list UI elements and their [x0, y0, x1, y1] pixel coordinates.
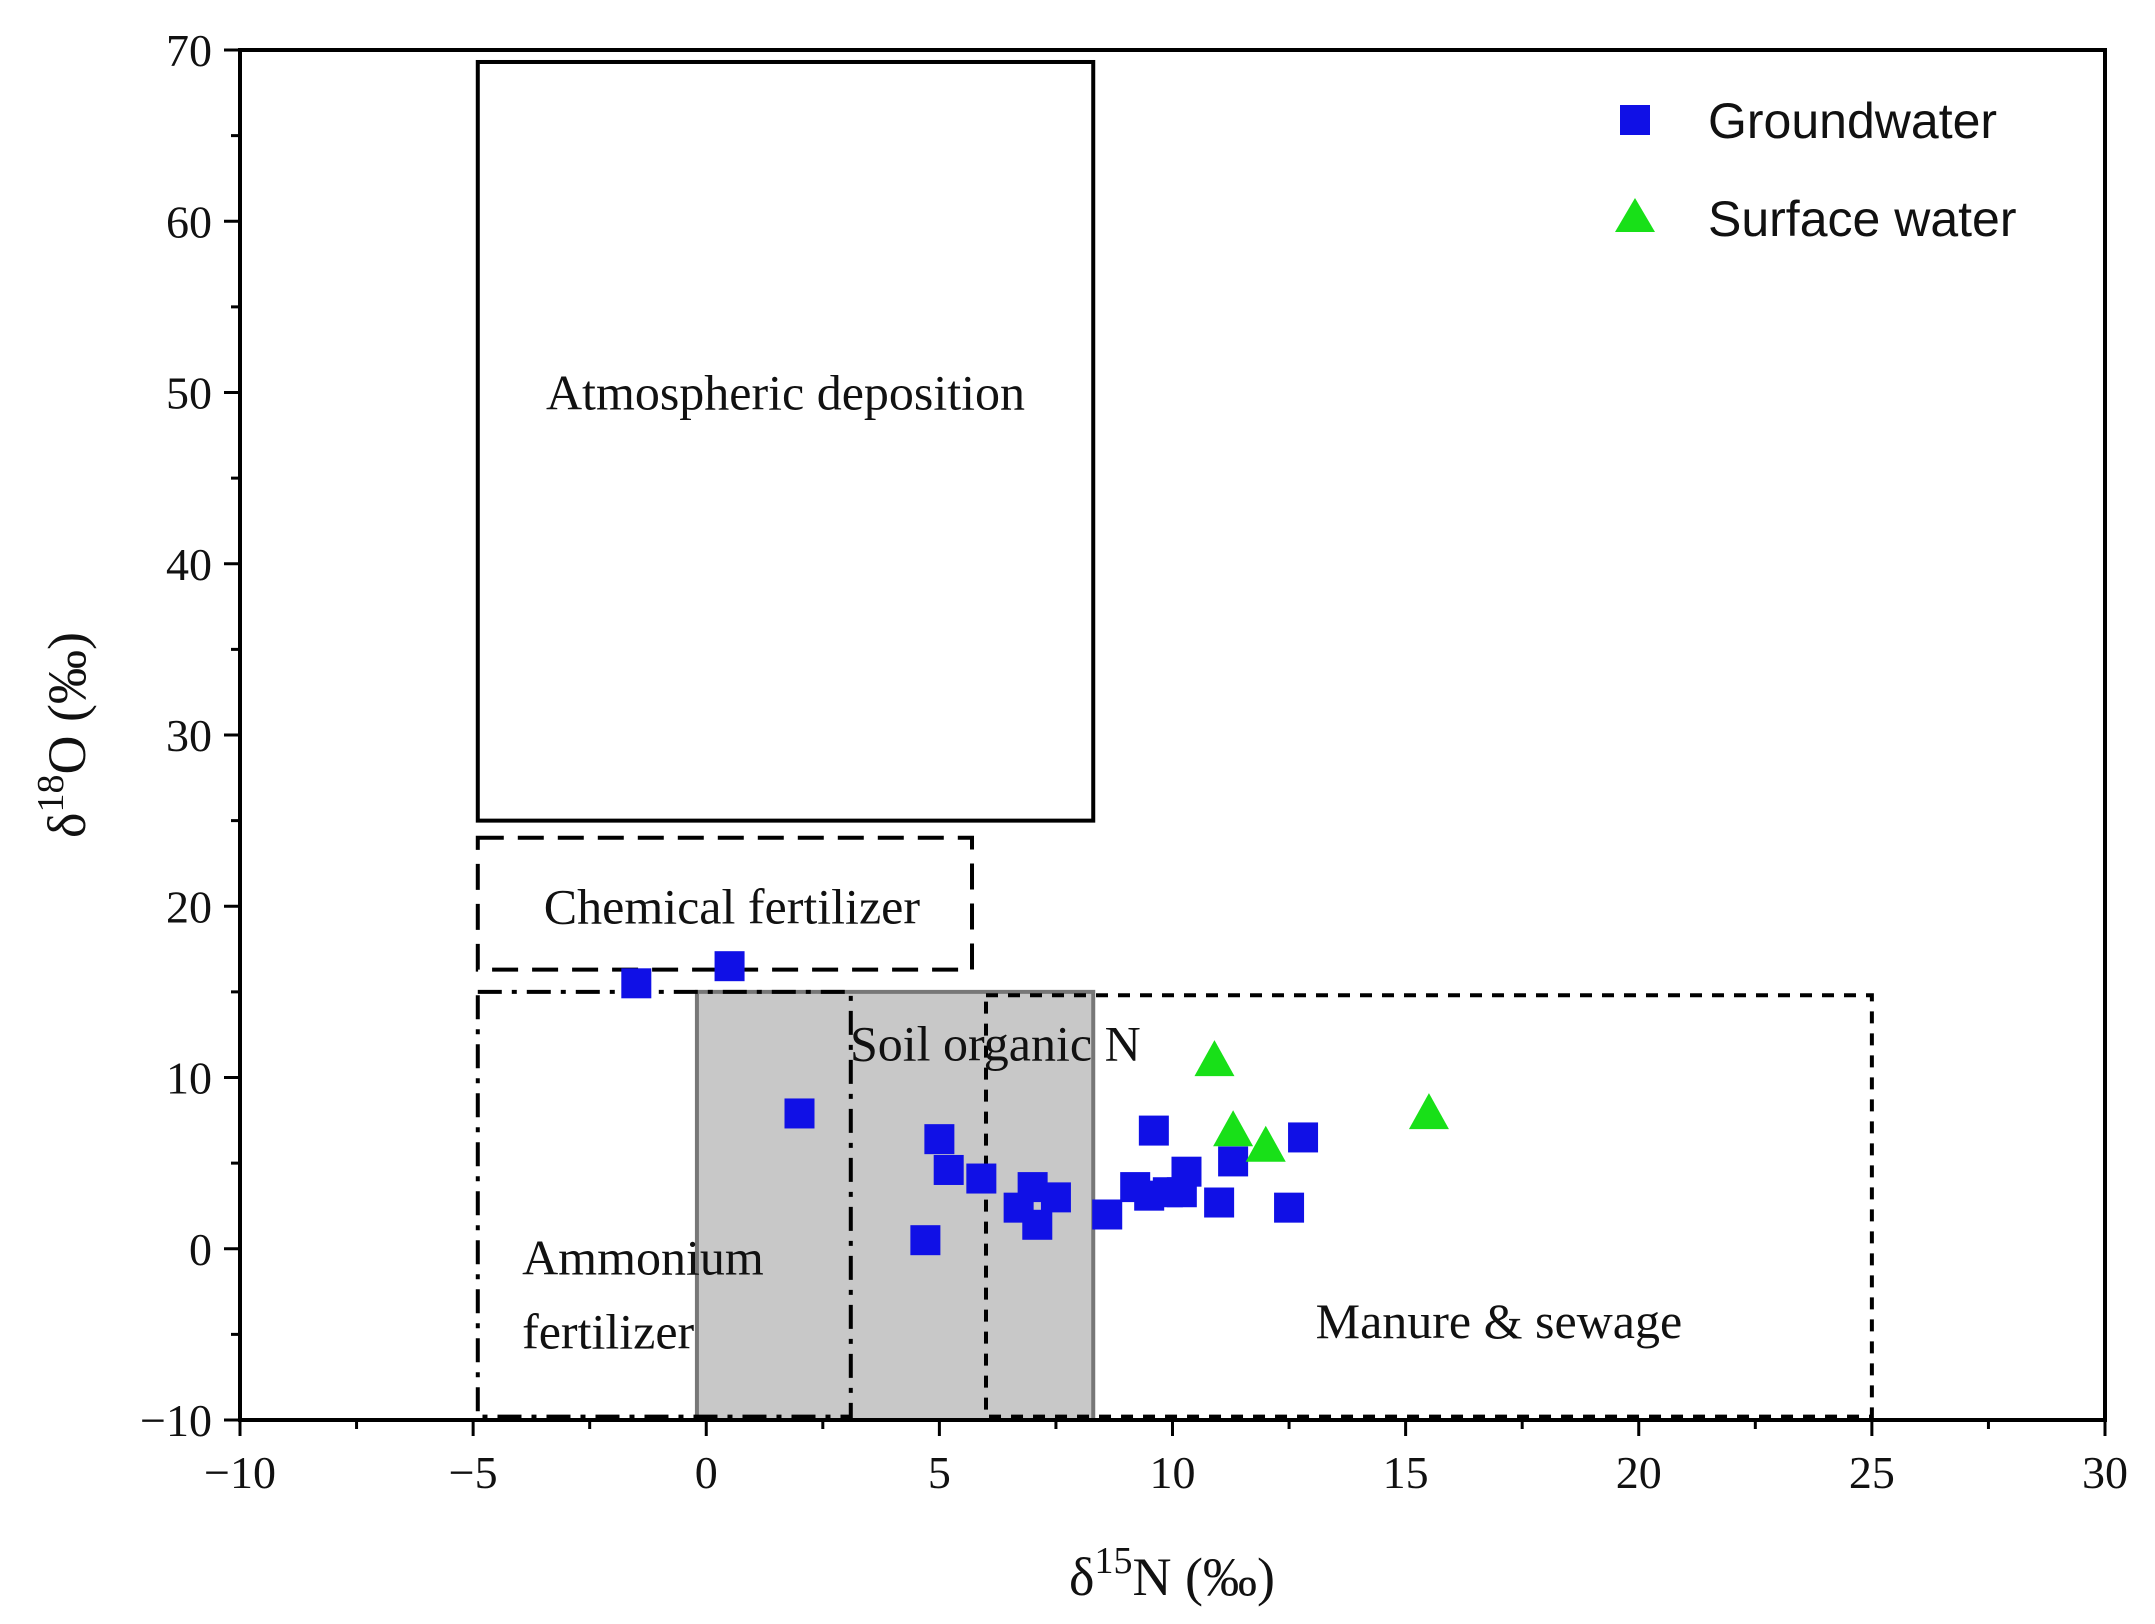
groundwater-point — [784, 1098, 815, 1129]
region-label-line: Soil organic N — [850, 1015, 1141, 1071]
x-tick-label: −10 — [204, 1447, 276, 1498]
groundwater-point — [1204, 1187, 1235, 1218]
legend-marker-surface-water — [1615, 198, 1655, 232]
y-tick-label: 50 — [166, 368, 212, 419]
source-region-labels: Soil organic N Atmospheric deposition Chem… — [522, 365, 1682, 1360]
region-ammonium-fertilizer — [475, 989, 853, 1419]
x-tick-label: −5 — [449, 1447, 498, 1498]
y-tick-label: 60 — [166, 196, 212, 247]
groundwater-point — [1092, 1199, 1123, 1230]
x-tick-label: 25 — [1849, 1447, 1895, 1498]
region-label-ammonium-fertilizer: Ammonium fertilizer — [522, 1229, 764, 1359]
x-tick-label: 30 — [2082, 1447, 2128, 1498]
region-label-line: Manure & sewage — [1316, 1293, 1683, 1349]
groundwater-point — [1138, 1115, 1169, 1146]
groundwater-point — [1040, 1182, 1071, 1213]
region-label-line: fertilizer — [522, 1303, 694, 1359]
groundwater-point — [1171, 1156, 1202, 1187]
y-tick-label: 30 — [166, 710, 212, 761]
groundwater-point — [924, 1124, 955, 1155]
legend-label-surface-water: Surface water — [1708, 191, 2016, 247]
y-axis-title-superscript: 18 — [30, 775, 72, 813]
groundwater-point — [933, 1154, 964, 1185]
region-label-soil-organic-n: Soil organic N — [850, 1015, 1141, 1071]
source-regions — [475, 59, 1874, 1422]
groundwater-point — [714, 951, 745, 982]
groundwater-point — [1022, 1209, 1053, 1240]
groundwater-point — [910, 1225, 941, 1256]
legend: Groundwater Surface water — [1615, 93, 2016, 247]
x-tick-label: 20 — [1616, 1447, 1662, 1498]
groundwater-point — [1274, 1192, 1305, 1223]
groundwater-point — [1218, 1146, 1249, 1177]
groundwater-point — [966, 1163, 997, 1194]
region-label-line: Atmospheric deposition — [546, 365, 1025, 421]
surface-water-point — [1194, 1040, 1235, 1077]
region-atmospheric-deposition — [475, 59, 1096, 823]
surface-water-point — [1408, 1093, 1449, 1130]
region-label-atmospheric-deposition: Atmospheric deposition — [546, 365, 1025, 421]
legend-label-groundwater: Groundwater — [1708, 93, 1997, 149]
surface-water-point — [1245, 1125, 1286, 1162]
y-axis-title-main: O (‰) — [37, 632, 97, 774]
y-tick-label: 10 — [166, 1053, 212, 1104]
surface-water-point — [1213, 1110, 1254, 1147]
x-tick-label: 0 — [695, 1447, 718, 1498]
region-label-chemical-fertilizer: Chemical fertilizer — [544, 878, 921, 934]
y-tick-label: 20 — [166, 881, 212, 932]
y-axis-title: δ18O (‰) — [30, 632, 97, 838]
legend-marker-groundwater — [1620, 105, 1650, 135]
y-axis-title-prefix: δ — [37, 813, 97, 838]
x-axis-title-main: N (‰) — [1132, 1547, 1274, 1607]
y-tick-label: 70 — [166, 25, 212, 76]
region-label-line: Ammonium — [522, 1229, 764, 1285]
x-tick-label: 10 — [1150, 1447, 1196, 1498]
axis-ticks — [224, 48, 2107, 1436]
region-label-line: Chemical fertilizer — [544, 878, 921, 934]
x-axis-title-prefix: δ — [1069, 1547, 1094, 1607]
x-axis-title: δ15N (‰) — [1069, 1540, 1275, 1607]
data-points — [621, 951, 1449, 1256]
axis-tick-labels: −10 −5 0 5 10 15 20 25 30 −10 0 10 20 30 40 50 60 70 — [140, 25, 2128, 1498]
x-tick-label: 5 — [928, 1447, 951, 1498]
region-manure-and-sewage — [984, 993, 1874, 1419]
y-tick-label: 40 — [166, 539, 212, 590]
y-tick-label: −10 — [140, 1395, 212, 1446]
region-label-manure-and-sewage: Manure & sewage — [1316, 1293, 1683, 1349]
region-chemical-fertilizer — [475, 835, 975, 972]
y-tick-label: 0 — [189, 1224, 212, 1275]
groundwater-point — [1288, 1122, 1319, 1153]
x-tick-label: 15 — [1383, 1447, 1429, 1498]
groundwater-point — [621, 968, 652, 999]
x-axis-title-superscript: 15 — [1094, 1540, 1132, 1582]
plot-frame — [238, 48, 2107, 1422]
